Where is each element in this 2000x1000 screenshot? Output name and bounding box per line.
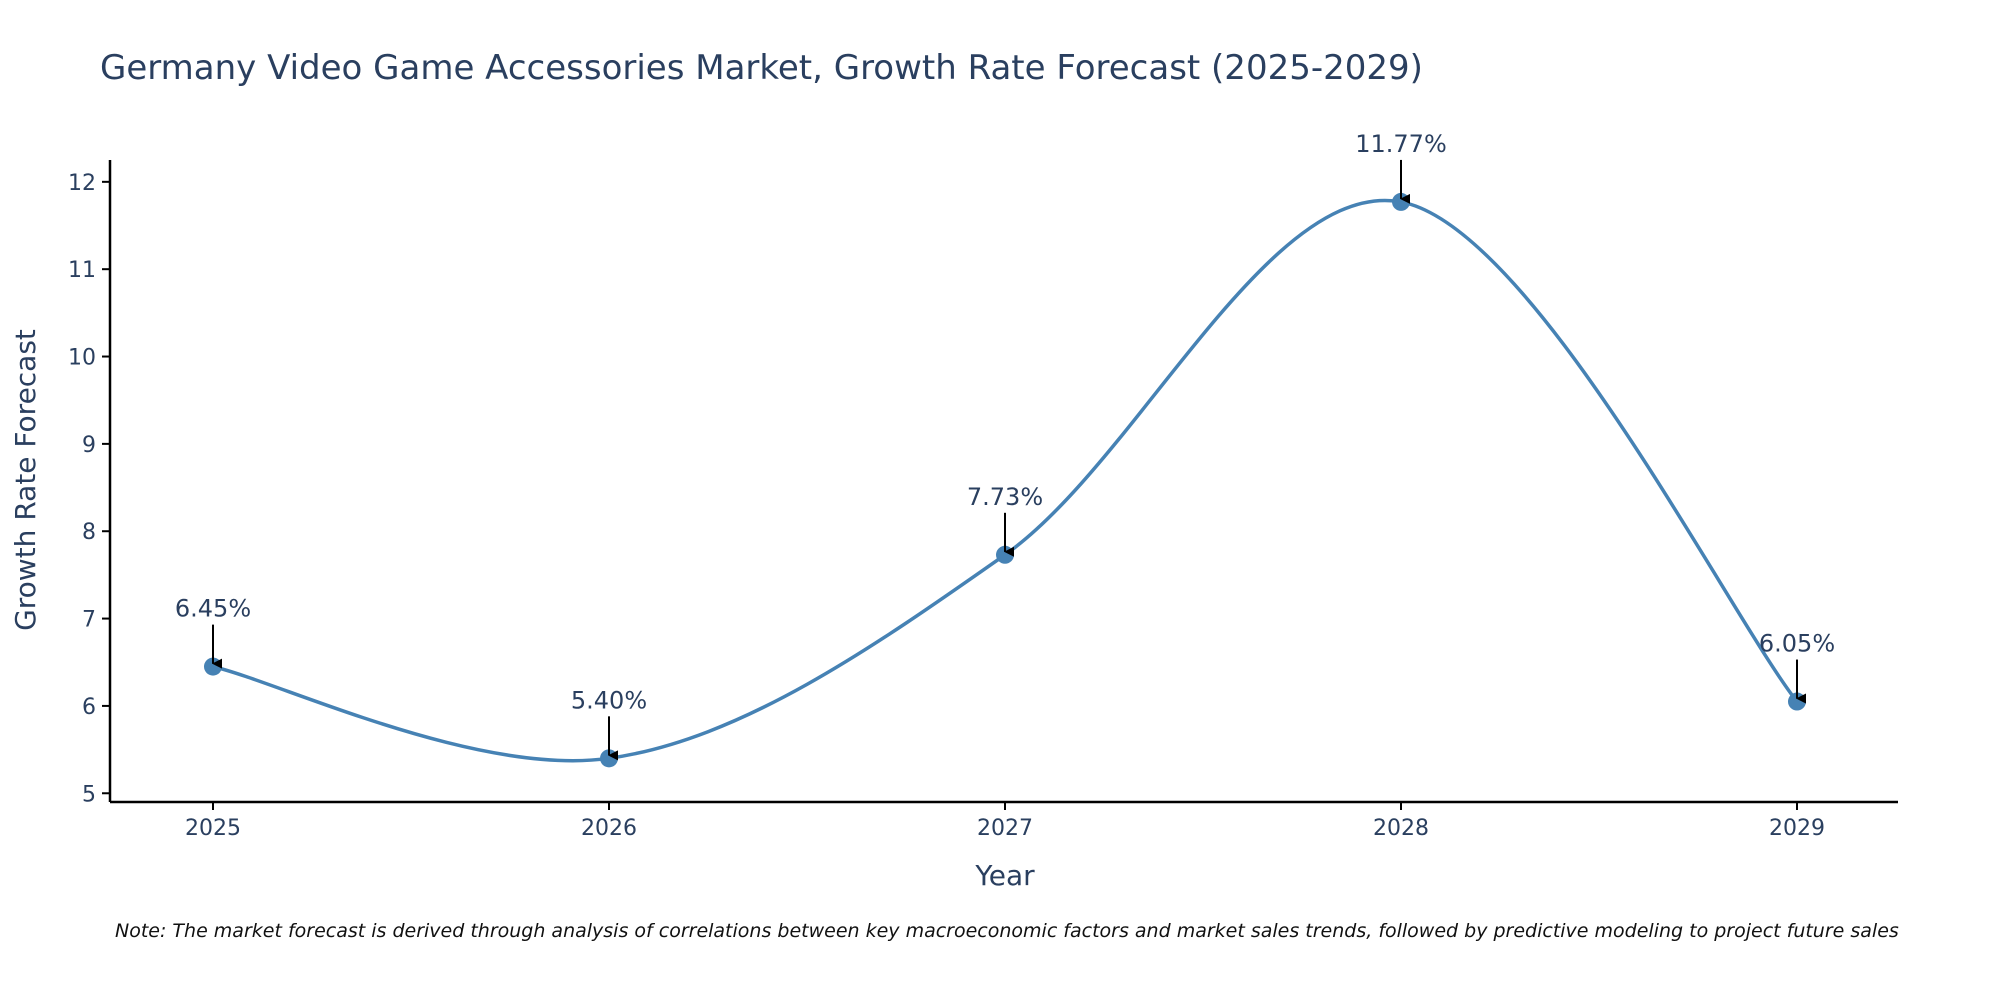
x-axis-title: Year xyxy=(974,859,1035,892)
data-labels: 6.45% 5.40% 7.73% 11.77% 6.05% xyxy=(175,130,1835,761)
data-label: 6.05% xyxy=(1759,630,1835,658)
y-tick-label: 6 xyxy=(82,695,96,720)
data-label: 5.40% xyxy=(571,686,647,714)
x-tick-label: 2027 xyxy=(977,816,1033,841)
y-tick-label: 10 xyxy=(68,346,96,371)
chart-title: Germany Video Game Accessories Market, G… xyxy=(100,48,1423,88)
data-label: 6.45% xyxy=(175,595,251,623)
x-tick-label: 2029 xyxy=(1769,816,1825,841)
data-points xyxy=(204,192,1806,768)
x-axis-ticks: 2025 2026 2027 2028 2029 xyxy=(185,802,1825,841)
y-tick-label: 7 xyxy=(82,608,96,633)
y-tick-label: 8 xyxy=(82,520,96,545)
y-tick-label: 9 xyxy=(82,433,96,458)
x-tick-label: 2028 xyxy=(1373,816,1429,841)
y-tick-label: 12 xyxy=(68,171,96,196)
x-tick-label: 2026 xyxy=(581,816,637,841)
chart-note: Note: The market forecast is derived thr… xyxy=(115,920,1899,942)
x-tick-label: 2025 xyxy=(185,816,241,841)
y-axis-title: Growth Rate Forecast xyxy=(9,329,42,631)
y-axis-ticks: 5 6 7 8 9 10 11 12 xyxy=(68,171,110,807)
data-label: 11.77% xyxy=(1355,130,1447,158)
series-line xyxy=(212,198,1799,763)
data-label: 7.73% xyxy=(967,483,1043,511)
y-tick-label: 5 xyxy=(82,782,96,807)
y-tick-label: 11 xyxy=(68,258,96,283)
